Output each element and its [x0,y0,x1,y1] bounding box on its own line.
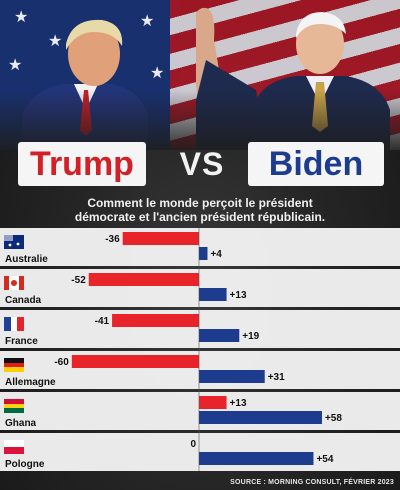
category-label: Ghana [5,418,37,429]
category-label: Pologne [5,459,45,470]
category-label: France [5,336,38,347]
biden-bar [199,411,322,424]
category-label: Allemagne [5,377,56,388]
poland-flag-icon [4,440,24,454]
biden-value-label: +54 [316,454,333,465]
trump-value-label: -36 [105,234,120,245]
trump-name-label: Trump [18,142,146,186]
biden-name-label: Biden [248,142,384,186]
header-photo-banner: ★ ★ ★ ★ ★ ★ [0,0,400,150]
germany-flag-icon [4,358,24,372]
trump-value-label: +13 [230,398,247,409]
australia-flag-icon [4,235,24,249]
trump-bar [112,314,199,327]
biden-value-label: +13 [230,290,247,301]
subtitle-line-1: Comment le monde perçoit le président [87,196,313,210]
trump-bar [122,232,199,245]
star-icon: ★ [48,33,63,50]
trump-bar [88,273,199,286]
trump-value-label: -60 [54,357,69,368]
star-icon: ★ [14,9,29,26]
biden-value-label: +19 [242,331,259,342]
trump-value-label: -52 [71,275,86,286]
bar-chart: Australie -36 +4 Canada -52 +13 France -41 +19 Al… [0,228,400,471]
vs-label: VS [179,146,225,182]
trump-value-label: 0 [190,439,196,450]
ghana-flag-icon [4,399,24,413]
biden-bar [199,247,208,260]
biden-value-label: +31 [268,372,285,383]
star-icon: ★ [140,13,155,30]
chart-subtitle: Comment le monde perçoit le président dé… [60,196,340,224]
canada-flag-icon [4,276,24,290]
biden-bar [199,452,314,465]
category-label: Australie [5,254,48,265]
source-note: SOURCE : MORNING CONSULT, FÉVRIER 2023 [230,479,394,486]
biden-value-label: +58 [325,413,342,424]
trump-bar [71,355,199,368]
category-label: Canada [5,295,42,306]
subtitle-line-2: démocrate et l'ancien président républic… [74,210,326,224]
trump-bar [199,396,227,409]
trump-value-label: -41 [95,316,110,327]
biden-value-label: +4 [210,249,222,260]
biden-bar [199,329,240,342]
star-icon: ★ [150,65,165,82]
biden-bar [199,288,227,301]
biden-bar [199,370,265,383]
france-flag-icon [4,317,24,331]
banner-fade [0,90,400,150]
star-icon: ★ [8,57,23,74]
